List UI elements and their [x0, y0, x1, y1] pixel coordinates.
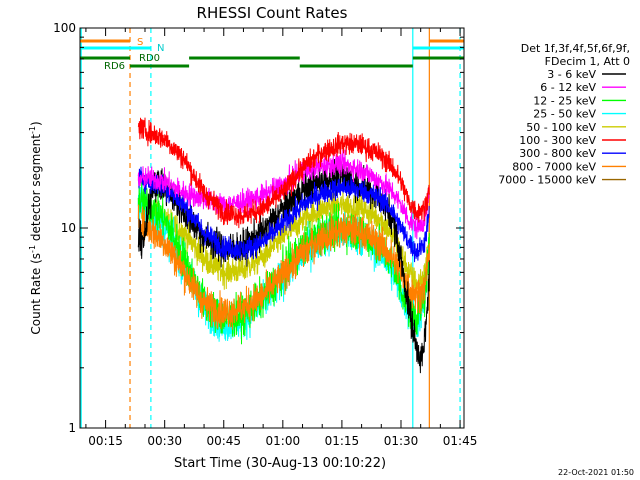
x-axis-label: Start Time (30-Aug-13 00:10:22) [174, 456, 386, 471]
legend-entry-label: 6 - 12 keV [540, 81, 596, 94]
series-line-7 [137, 204, 430, 330]
y-tick-label: 100 [53, 21, 76, 35]
x-tick-label: 00:15 [88, 434, 123, 448]
x-tick-label: 01:30 [384, 434, 419, 448]
axis-ticks: 1 10 100 00:15 00:30 00:45 01:00 01:15 01:30 01:4… [53, 21, 477, 448]
legend-entry-label: 50 - 100 keV [526, 121, 596, 134]
legend-entry-label: 12 - 25 keV [533, 94, 596, 107]
series-line-5 [137, 117, 430, 229]
x-tick-label: 00:30 [147, 434, 182, 448]
legend-entry-label: 100 - 300 keV [519, 134, 596, 147]
series-layer [137, 117, 430, 374]
y-tick-label: 1 [68, 421, 76, 435]
chart-title: RHESSI Count Rates [197, 4, 348, 22]
legend-header-1: Det 1f,3f,4f,5f,6f,9f, [521, 42, 630, 55]
legend-entry-label: 800 - 7000 keV [512, 160, 596, 173]
series-line-4 [137, 189, 430, 294]
series-line-6 [137, 166, 430, 263]
x-tick-label: 00:45 [206, 434, 241, 448]
series-line-1 [137, 148, 430, 240]
legend-entry-label: 3 - 6 keV [547, 68, 596, 81]
legend-entry-label: 300 - 800 keV [519, 147, 596, 160]
attenuator-label-s: S [137, 37, 143, 48]
x-tick-label: 01:45 [443, 434, 478, 448]
footer-timestamp: 22-Oct-2021 01:50 [558, 468, 634, 477]
legend: Det 1f,3f,4f,5f,6f,9f, FDecim 1, Att 0 3… [498, 42, 630, 187]
x-tick-label: 01:15 [325, 434, 360, 448]
state-bars [80, 39, 464, 68]
legend-header-2: FDecim 1, Att 0 [545, 55, 630, 68]
y-axis-label: Count Rate (s-1 detector segment-1) [28, 121, 43, 334]
x-tick-label: 01:00 [266, 434, 301, 448]
legend-entry-label: 7000 - 15000 keV [498, 174, 596, 187]
attenuator-label-rd0: RD0 [139, 53, 160, 64]
legend-entry-label: 25 - 50 keV [533, 108, 596, 121]
attenuator-label-rd6: RD6 [104, 61, 125, 72]
y-tick-label: 10 [61, 221, 76, 235]
attenuator-label-n: N [157, 43, 164, 54]
